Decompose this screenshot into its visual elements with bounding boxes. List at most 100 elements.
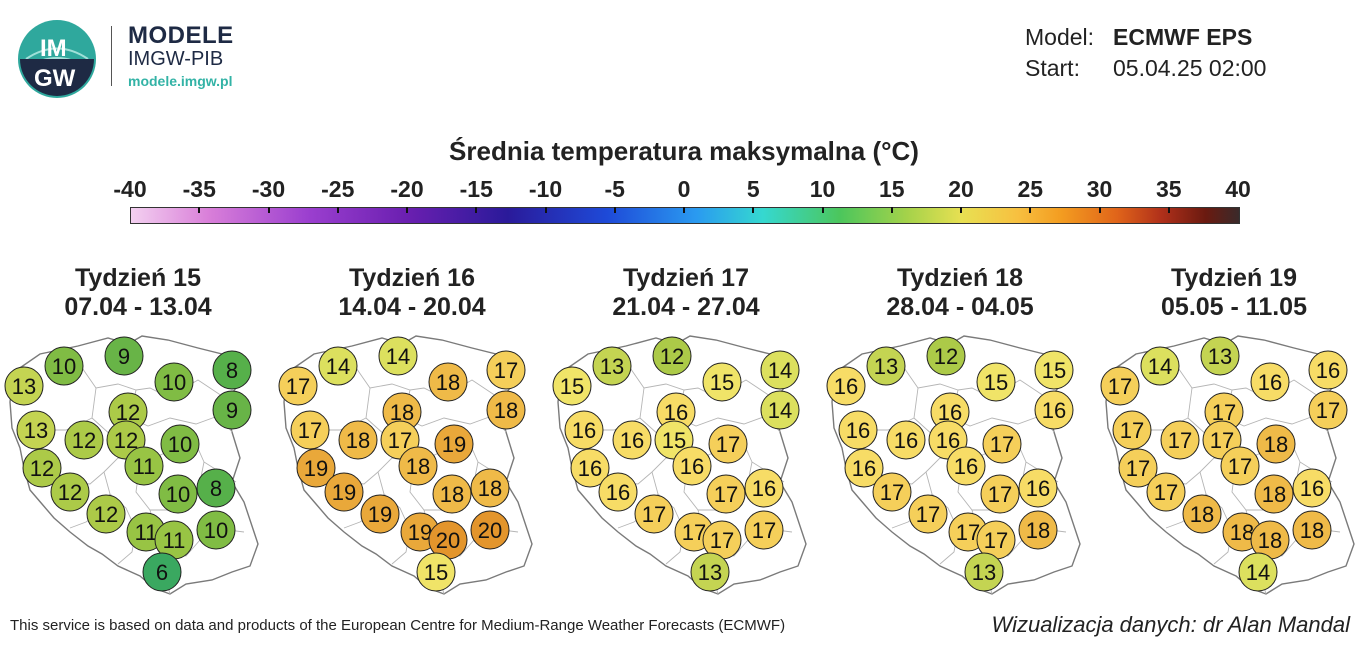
temperature-circle xyxy=(708,424,748,464)
week-header: Tydzień 16 14.04 - 20.04 xyxy=(282,264,542,322)
temperature-circle xyxy=(612,420,652,460)
temperature-circle xyxy=(1200,336,1240,376)
temperature-circle xyxy=(826,366,866,406)
temperature-circle xyxy=(690,552,730,592)
temperature-circle xyxy=(1018,510,1058,550)
temperature-point: 9 xyxy=(212,390,252,430)
temperature-value: 18 xyxy=(494,398,518,423)
scale-tick xyxy=(1098,207,1101,213)
week-dates: 28.04 - 04.05 xyxy=(886,293,1034,321)
week-dates: 21.04 - 27.04 xyxy=(612,293,760,321)
scale-label: 40 xyxy=(1225,176,1251,202)
temperature-value: 13 xyxy=(1208,344,1232,369)
temperature-point: 18 xyxy=(1256,424,1296,464)
temperature-value: 16 xyxy=(834,374,858,399)
scale-tick xyxy=(960,207,962,213)
temperature-value: 13 xyxy=(874,354,898,379)
temperature-circle xyxy=(872,472,912,512)
temperature-circle xyxy=(1238,552,1278,592)
temperature-value: 19 xyxy=(368,502,392,527)
scale-labels: -40 -35 -30 -25 -20 -15 -10 -5 0 5 10 15 20 25 30 35 40 xyxy=(0,176,1368,206)
temperature-circle xyxy=(4,366,44,406)
temperature-point: 17 xyxy=(1118,448,1158,488)
temperature-circle xyxy=(360,494,400,534)
scale-tick xyxy=(336,207,339,213)
scale-label: -5 xyxy=(604,176,625,202)
temperature-value: 13 xyxy=(600,354,624,379)
temperature-point: 15 xyxy=(552,366,592,406)
temperature-point: 19 xyxy=(360,494,400,534)
temperature-value: 11 xyxy=(163,528,186,553)
temperature-value: 12 xyxy=(94,502,118,527)
temperature-value: 17 xyxy=(984,528,1008,553)
temperature-value: 17 xyxy=(988,482,1012,507)
temperature-value: 10 xyxy=(52,354,76,379)
scale-label: -10 xyxy=(528,176,563,202)
temperature-point: 19 xyxy=(324,472,364,512)
temperature-value: 16 xyxy=(680,454,704,479)
temperature-circle xyxy=(592,346,632,386)
temperature-value: 16 xyxy=(954,454,978,479)
temperature-point: 18 xyxy=(1292,510,1332,550)
footer-credit: This service is based on data and produc… xyxy=(10,617,786,634)
temperature-value: 19 xyxy=(332,480,356,505)
temperature-value: 18 xyxy=(1300,518,1324,543)
temperature-point: 16 xyxy=(946,446,986,486)
temperature-point: 16 xyxy=(930,392,970,432)
temperature-circle xyxy=(64,420,104,460)
temperature-point: 14 xyxy=(318,346,358,386)
temperature-value: 18 xyxy=(440,482,464,507)
temperature-circle xyxy=(838,410,878,450)
temperature-circle xyxy=(16,410,56,450)
model-info: Model: ECMWF EPS Start: 05.04.25 02:00 xyxy=(1025,22,1266,84)
temperature-point: 16 xyxy=(1292,468,1332,508)
temperature-circle xyxy=(1146,472,1186,512)
temperature-point: 15 xyxy=(702,362,742,402)
temperature-value: 17 xyxy=(1210,428,1234,453)
temperature-value: 17 xyxy=(1154,480,1178,505)
temperature-value: 17 xyxy=(1120,418,1144,443)
temperature-point: 17 xyxy=(1160,420,1200,460)
week-header: Tydzień 18 28.04 - 04.05 xyxy=(830,264,1090,322)
temperature-value: 18 xyxy=(1258,528,1282,553)
start-label: Start: xyxy=(1025,55,1080,81)
temperature-point: 16 xyxy=(844,448,884,488)
temperature-point: 17 xyxy=(1308,390,1348,430)
temperature-circle xyxy=(976,362,1016,402)
temperature-point: 12 xyxy=(108,392,148,432)
temperature-point: 17 xyxy=(982,424,1022,464)
scale-tick xyxy=(406,207,408,213)
temperature-circle xyxy=(416,552,456,592)
temperature-point: 17 xyxy=(976,520,1016,560)
temperature-value: 17 xyxy=(494,358,518,383)
temperature-value: 15 xyxy=(560,374,584,399)
brand-url[interactable]: modele.imgw.pl xyxy=(128,73,233,89)
temperature-value: 19 xyxy=(304,456,328,481)
temperature-point: 17 xyxy=(908,494,948,534)
temperature-value: 16 xyxy=(572,418,596,443)
temperature-circle xyxy=(434,424,474,464)
temperature-point: 16 xyxy=(656,392,696,432)
temperature-point: 18 xyxy=(1254,474,1294,514)
temperature-point: 12 xyxy=(86,494,126,534)
temperature-value: 16 xyxy=(1316,358,1340,383)
temperature-value: 10 xyxy=(204,518,228,543)
temperature-point: 14 xyxy=(1238,552,1278,592)
temperature-value: 13 xyxy=(24,418,48,443)
temperature-point: 17 xyxy=(1112,410,1152,450)
temperature-point: 19 xyxy=(296,448,336,488)
temperature-value: 13 xyxy=(972,560,996,585)
temperature-value: 12 xyxy=(30,456,54,481)
temperature-point: 15 xyxy=(1034,350,1074,390)
temperature-value: 17 xyxy=(642,502,666,527)
temperature-value: 17 xyxy=(916,502,940,527)
temperature-value: 16 xyxy=(894,428,918,453)
temperature-value: 16 xyxy=(1026,476,1050,501)
temperature-circle xyxy=(1140,346,1180,386)
temperature-circle xyxy=(160,424,200,464)
temperature-point: 14 xyxy=(760,350,800,390)
temperature-circle xyxy=(598,472,638,512)
temperature-point: 17 xyxy=(872,472,912,512)
temperature-circle xyxy=(1250,362,1290,402)
temperature-value: 14 xyxy=(386,344,410,369)
